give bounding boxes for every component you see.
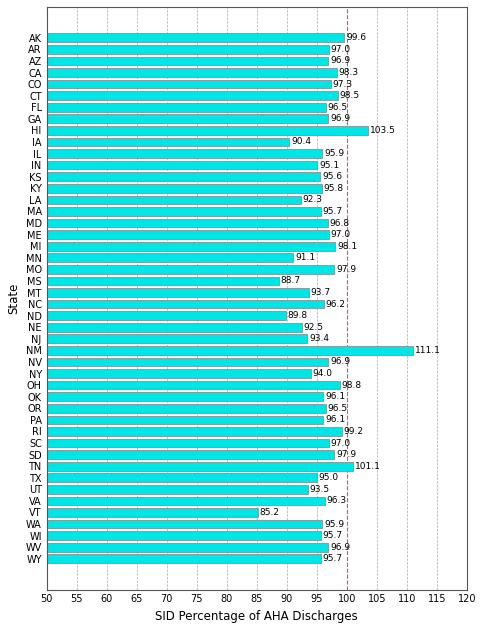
Bar bbox=[47, 496, 325, 505]
Text: 97.9: 97.9 bbox=[336, 450, 356, 459]
Text: 95.7: 95.7 bbox=[323, 554, 343, 563]
Bar bbox=[47, 427, 342, 436]
Bar bbox=[47, 80, 330, 88]
Bar bbox=[47, 438, 329, 447]
Text: 96.3: 96.3 bbox=[327, 496, 346, 505]
Text: 96.9: 96.9 bbox=[330, 57, 350, 66]
Bar bbox=[47, 137, 289, 146]
Bar bbox=[47, 416, 323, 424]
Y-axis label: State: State bbox=[7, 283, 20, 314]
Text: 98.5: 98.5 bbox=[340, 91, 360, 100]
Bar bbox=[47, 45, 329, 54]
Text: 95.9: 95.9 bbox=[324, 149, 344, 158]
Text: 97.0: 97.0 bbox=[330, 45, 351, 54]
Bar bbox=[47, 450, 334, 459]
Text: 99.6: 99.6 bbox=[346, 33, 366, 42]
Text: 91.1: 91.1 bbox=[295, 253, 315, 262]
Text: 111.1: 111.1 bbox=[415, 346, 441, 355]
Bar bbox=[47, 311, 285, 320]
Bar bbox=[47, 485, 308, 494]
Bar bbox=[47, 126, 368, 135]
Bar bbox=[47, 369, 311, 378]
Bar bbox=[47, 392, 323, 401]
Text: 95.6: 95.6 bbox=[322, 172, 342, 181]
Bar bbox=[47, 531, 321, 540]
Text: 90.4: 90.4 bbox=[291, 137, 311, 147]
Text: 99.2: 99.2 bbox=[344, 427, 364, 436]
Bar bbox=[47, 184, 322, 193]
Bar bbox=[47, 323, 302, 331]
Text: 96.1: 96.1 bbox=[325, 415, 345, 425]
Bar bbox=[47, 508, 258, 517]
Text: 97.0: 97.0 bbox=[330, 230, 351, 239]
Bar bbox=[47, 149, 322, 158]
Bar bbox=[47, 554, 321, 563]
Text: 98.8: 98.8 bbox=[341, 381, 361, 389]
Text: 97.9: 97.9 bbox=[336, 265, 356, 274]
Bar bbox=[47, 91, 338, 100]
Bar bbox=[47, 33, 344, 42]
Text: 95.7: 95.7 bbox=[323, 531, 343, 540]
Text: 95.7: 95.7 bbox=[323, 207, 343, 216]
Text: 93.5: 93.5 bbox=[310, 485, 330, 494]
Text: 101.1: 101.1 bbox=[355, 462, 381, 471]
Bar bbox=[47, 242, 335, 251]
Bar bbox=[47, 115, 328, 123]
Bar bbox=[47, 231, 329, 239]
Bar bbox=[47, 173, 320, 181]
Text: 96.1: 96.1 bbox=[325, 392, 345, 401]
Text: 93.4: 93.4 bbox=[309, 335, 329, 343]
Bar bbox=[47, 253, 293, 262]
Text: 89.8: 89.8 bbox=[287, 311, 308, 320]
Text: 92.5: 92.5 bbox=[303, 323, 324, 332]
Text: 95.1: 95.1 bbox=[319, 161, 339, 169]
Text: 97.0: 97.0 bbox=[330, 438, 351, 447]
Bar bbox=[47, 381, 340, 389]
Bar bbox=[47, 103, 326, 112]
Text: 85.2: 85.2 bbox=[260, 508, 280, 517]
Text: 95.8: 95.8 bbox=[323, 184, 343, 193]
Bar bbox=[47, 462, 354, 471]
Bar bbox=[47, 57, 328, 66]
Bar bbox=[47, 473, 317, 482]
Text: 92.3: 92.3 bbox=[302, 195, 322, 204]
Text: 88.7: 88.7 bbox=[281, 277, 301, 285]
Bar bbox=[47, 277, 279, 285]
Bar bbox=[47, 68, 337, 77]
Text: 98.1: 98.1 bbox=[337, 242, 357, 251]
Text: 97.3: 97.3 bbox=[332, 79, 353, 89]
Bar bbox=[47, 161, 317, 169]
Text: 94.0: 94.0 bbox=[313, 369, 332, 378]
Text: 95.9: 95.9 bbox=[324, 520, 344, 529]
Bar bbox=[47, 219, 327, 227]
Bar bbox=[47, 404, 326, 413]
Text: 96.8: 96.8 bbox=[329, 219, 350, 227]
Text: 98.3: 98.3 bbox=[339, 68, 358, 77]
Bar bbox=[47, 195, 300, 204]
Bar bbox=[47, 288, 309, 297]
Bar bbox=[47, 520, 322, 529]
Text: 95.0: 95.0 bbox=[318, 473, 339, 482]
Text: 103.5: 103.5 bbox=[369, 126, 396, 135]
X-axis label: SID Percentage of AHA Discharges: SID Percentage of AHA Discharges bbox=[156, 610, 358, 623]
Bar bbox=[47, 543, 328, 552]
Bar bbox=[47, 300, 324, 309]
Text: 96.5: 96.5 bbox=[327, 103, 348, 112]
Bar bbox=[47, 335, 307, 343]
Text: 93.7: 93.7 bbox=[311, 288, 331, 297]
Bar bbox=[47, 207, 321, 216]
Bar bbox=[47, 358, 328, 366]
Bar bbox=[47, 346, 413, 355]
Text: 96.9: 96.9 bbox=[330, 114, 350, 123]
Text: 96.9: 96.9 bbox=[330, 357, 350, 367]
Text: 96.5: 96.5 bbox=[327, 404, 348, 413]
Bar bbox=[47, 265, 334, 273]
Text: 96.2: 96.2 bbox=[326, 300, 346, 309]
Text: 96.9: 96.9 bbox=[330, 542, 350, 552]
